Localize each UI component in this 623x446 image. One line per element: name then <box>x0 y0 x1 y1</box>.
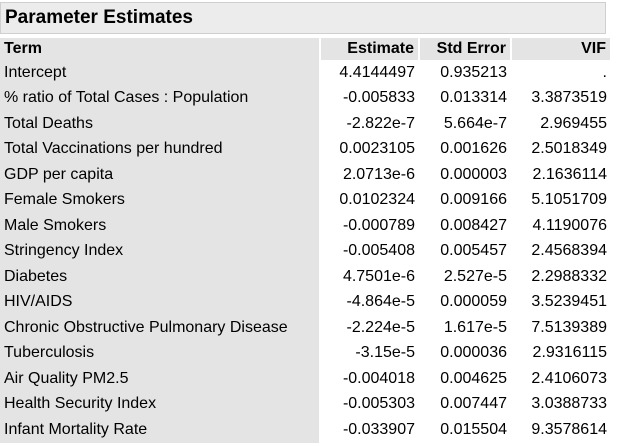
table-row: Tuberculosis -3.15e-5 0.000036 2.9316115 <box>0 340 611 366</box>
table-header-row: Term Estimate Std Error VIF <box>0 38 612 60</box>
vif-cell: 2.969455 <box>540 114 607 132</box>
std-error-cell: 5.664e-7 <box>443 114 507 132</box>
std-error-cell: 0.009166 <box>440 191 507 209</box>
vif-cell: 2.2988332 <box>531 267 607 285</box>
std-error-cell: 0.000003 <box>440 165 507 183</box>
estimate-cell: -0.005833 <box>342 89 415 107</box>
vif-cell: 4.1190076 <box>532 216 607 234</box>
estimate-cell: -0.000789 <box>342 216 415 234</box>
estimate-cell: -0.005408 <box>342 242 415 260</box>
estimate-cell: -0.004018 <box>342 369 415 387</box>
estimate-cell: -2.822e-7 <box>346 114 416 132</box>
table-row: Chronic Obstructive Pulmonary Disease -2… <box>0 315 611 341</box>
table-row: HIV/AIDS -4.864e-5 0.000059 3.5239451 <box>0 289 611 315</box>
column-header-std-error[interactable]: Std Error <box>419 38 512 60</box>
term-cell: Total Vaccinations per hundred <box>0 136 321 162</box>
table-body: Intercept 4.4144497 0.935213 . % ratio o… <box>0 60 611 443</box>
vif-cell: 7.5139389 <box>531 318 607 336</box>
table-row: % ratio of Total Cases : Population -0.0… <box>0 85 611 111</box>
vif-cell: 2.5018349 <box>531 140 607 158</box>
vif-cell: 2.4106073 <box>531 369 607 387</box>
std-error-cell: 0.001626 <box>440 140 507 158</box>
term-cell: Total Deaths <box>0 111 321 137</box>
table-row: Male Smokers -0.000789 0.008427 4.119007… <box>0 213 611 239</box>
std-error-cell: 0.005457 <box>440 242 507 260</box>
estimate-cell: 4.4144497 <box>339 63 415 81</box>
parameter-estimates-table: Term Estimate Std Error VIF Intercept 4.… <box>0 38 612 443</box>
table-row: Infant Mortality Rate -0.033907 0.015504… <box>0 417 611 443</box>
column-header-estimate[interactable]: Estimate <box>320 38 420 60</box>
std-error-cell: 0.935213 <box>440 63 507 81</box>
column-header-vif[interactable]: VIF <box>511 38 612 60</box>
estimate-cell: -0.005303 <box>342 395 415 413</box>
table-row: Air Quality PM2.5 -0.004018 0.004625 2.4… <box>0 366 611 392</box>
vif-cell: 3.0388733 <box>531 395 607 413</box>
std-error-cell: 0.007447 <box>440 395 507 413</box>
vif-cell: 2.4568394 <box>531 242 607 260</box>
std-error-cell: 0.015504 <box>440 420 507 438</box>
std-error-cell: 0.008427 <box>440 216 507 234</box>
table-row: GDP per capita 2.0713e-6 0.000003 2.1636… <box>0 162 611 188</box>
term-cell: Male Smokers <box>0 213 321 239</box>
term-cell: Diabetes <box>0 264 321 290</box>
estimate-cell: -0.033907 <box>342 420 415 438</box>
term-cell: GDP per capita <box>0 162 321 188</box>
estimate-cell: -4.864e-5 <box>346 293 416 311</box>
term-cell: Intercept <box>0 60 321 86</box>
vif-cell: 3.3873519 <box>531 89 607 107</box>
vif-cell: 3.5239451 <box>531 293 607 311</box>
term-cell: HIV/AIDS <box>0 289 321 315</box>
estimate-cell: -3.15e-5 <box>355 344 415 362</box>
estimate-cell: 0.0102324 <box>339 191 415 209</box>
std-error-cell: 0.004625 <box>440 369 507 387</box>
table-row: Health Security Index -0.005303 0.007447… <box>0 391 611 417</box>
estimate-cell: 0.0023105 <box>339 140 415 158</box>
table-row: Total Deaths -2.822e-7 5.664e-7 2.969455 <box>0 111 611 137</box>
term-cell: % ratio of Total Cases : Population <box>0 85 321 111</box>
std-error-cell: 0.013314 <box>440 89 507 107</box>
std-error-cell: 1.617e-5 <box>443 318 507 336</box>
vif-cell: 2.1636114 <box>532 165 607 183</box>
std-error-cell: 0.000036 <box>440 344 507 362</box>
table-row: Intercept 4.4144497 0.935213 . <box>0 60 611 86</box>
table-row: Stringency Index -0.005408 0.005457 2.45… <box>0 238 611 264</box>
term-cell: Health Security Index <box>0 391 321 417</box>
vif-cell: 2.9316115 <box>532 344 607 362</box>
vif-cell: . <box>602 63 607 81</box>
column-header-term[interactable]: Term <box>0 38 321 60</box>
vif-cell: 9.3578614 <box>531 420 607 438</box>
estimate-cell: 4.7501e-6 <box>342 267 415 285</box>
term-cell: Infant Mortality Rate <box>0 417 321 443</box>
term-cell: Stringency Index <box>0 238 321 264</box>
term-cell: Chronic Obstructive Pulmonary Disease <box>0 315 321 341</box>
estimate-cell: 2.0713e-6 <box>342 165 415 183</box>
table-row: Diabetes 4.7501e-6 2.527e-5 2.2988332 <box>0 264 611 290</box>
estimate-cell: -2.224e-5 <box>346 318 416 336</box>
term-cell: Tuberculosis <box>0 340 321 366</box>
std-error-cell: 0.000059 <box>440 293 507 311</box>
panel-title[interactable]: Parameter Estimates <box>0 2 606 34</box>
table-row: Total Vaccinations per hundred 0.0023105… <box>0 136 611 162</box>
vif-cell: 5.1051709 <box>531 191 607 209</box>
term-cell: Female Smokers <box>0 187 321 213</box>
term-cell: Air Quality PM2.5 <box>0 366 321 392</box>
std-error-cell: 2.527e-5 <box>443 267 507 285</box>
table-row: Female Smokers 0.0102324 0.009166 5.1051… <box>0 187 611 213</box>
